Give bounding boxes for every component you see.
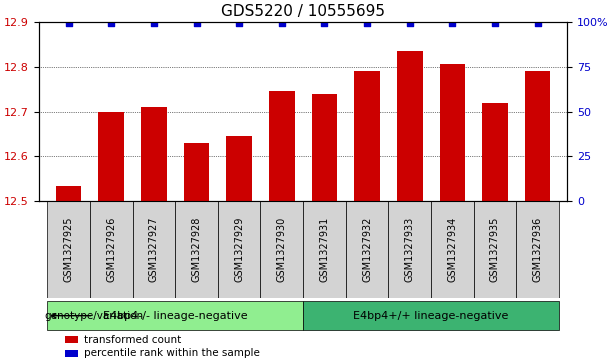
FancyBboxPatch shape — [132, 201, 175, 298]
Text: genotype/variation: genotype/variation — [44, 311, 143, 321]
Point — [149, 20, 159, 26]
FancyBboxPatch shape — [218, 201, 261, 298]
Text: GSM1327936: GSM1327936 — [533, 217, 543, 282]
Bar — [397, 51, 422, 201]
Text: E4bp4+/+ lineage-negative: E4bp4+/+ lineage-negative — [353, 311, 509, 321]
Bar — [141, 107, 167, 201]
Point — [447, 20, 457, 26]
Point — [533, 20, 543, 26]
FancyBboxPatch shape — [47, 301, 303, 330]
FancyBboxPatch shape — [431, 201, 474, 298]
FancyBboxPatch shape — [474, 201, 516, 298]
FancyBboxPatch shape — [261, 201, 303, 298]
Point — [106, 20, 116, 26]
Title: GDS5220 / 10555695: GDS5220 / 10555695 — [221, 4, 385, 19]
Text: GSM1327931: GSM1327931 — [319, 217, 329, 282]
Bar — [56, 185, 82, 201]
Text: GSM1327930: GSM1327930 — [277, 217, 287, 282]
FancyBboxPatch shape — [90, 201, 132, 298]
FancyBboxPatch shape — [389, 201, 431, 298]
Bar — [65, 350, 78, 357]
Point — [192, 20, 202, 26]
Bar — [354, 71, 380, 201]
Text: percentile rank within the sample: percentile rank within the sample — [84, 348, 259, 358]
Bar — [269, 91, 295, 201]
Point — [277, 20, 287, 26]
FancyBboxPatch shape — [175, 201, 218, 298]
FancyBboxPatch shape — [303, 201, 346, 298]
Bar — [311, 94, 337, 201]
Bar — [525, 71, 550, 201]
Bar — [440, 64, 465, 201]
Text: GSM1327925: GSM1327925 — [64, 217, 74, 282]
FancyBboxPatch shape — [47, 201, 90, 298]
Point — [319, 20, 329, 26]
Bar — [99, 111, 124, 201]
Text: GSM1327927: GSM1327927 — [149, 217, 159, 282]
Text: GSM1327934: GSM1327934 — [447, 217, 457, 282]
Text: GSM1327928: GSM1327928 — [191, 217, 202, 282]
Text: GSM1327926: GSM1327926 — [106, 217, 116, 282]
Text: GSM1327933: GSM1327933 — [405, 217, 415, 282]
Text: transformed count: transformed count — [84, 335, 181, 345]
Point — [234, 20, 244, 26]
FancyBboxPatch shape — [303, 301, 559, 330]
Bar — [482, 103, 508, 201]
Point — [362, 20, 372, 26]
FancyBboxPatch shape — [346, 201, 389, 298]
Text: GSM1327929: GSM1327929 — [234, 217, 244, 282]
Text: E4bp4-/- lineage-negative: E4bp4-/- lineage-negative — [103, 311, 248, 321]
Bar — [226, 136, 252, 201]
Point — [64, 20, 74, 26]
Text: GSM1327932: GSM1327932 — [362, 217, 372, 282]
Bar — [65, 336, 78, 343]
Bar — [184, 143, 209, 201]
FancyBboxPatch shape — [516, 201, 559, 298]
Point — [405, 20, 414, 26]
Text: GSM1327935: GSM1327935 — [490, 217, 500, 282]
Point — [490, 20, 500, 26]
